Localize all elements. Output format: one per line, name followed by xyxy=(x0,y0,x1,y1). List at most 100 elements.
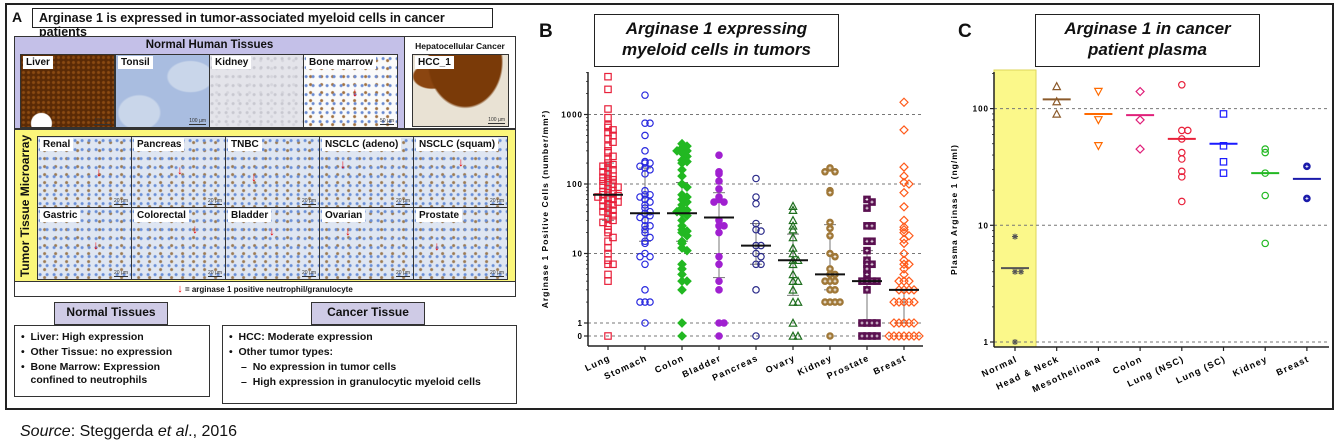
data-point-stomach xyxy=(641,237,649,246)
marker-shape xyxy=(899,187,909,198)
marker-shape xyxy=(899,215,909,226)
marker-shape xyxy=(899,125,909,135)
data-point-lung xyxy=(604,113,612,122)
marker-shape xyxy=(889,318,899,328)
data-point-kidney xyxy=(831,286,839,294)
data-point-stomach xyxy=(641,319,649,327)
normal-tissues-header: Normal Human Tissues xyxy=(145,39,274,51)
marker-shape xyxy=(752,225,760,234)
marker-pattern xyxy=(865,272,869,276)
scale-bar: 20 µm xyxy=(302,270,316,277)
data-point-ovary xyxy=(793,297,803,306)
data-point-breast xyxy=(884,331,894,341)
marker-pattern xyxy=(1305,164,1309,168)
data-point-head-neck xyxy=(1051,108,1062,118)
data-point-lung-nsc- xyxy=(1178,80,1186,89)
marker-shape xyxy=(641,319,649,327)
data-point-breast xyxy=(899,222,909,232)
marker-pattern xyxy=(828,220,832,224)
x-tick-label: Ovary xyxy=(764,353,797,375)
marker-shape xyxy=(788,276,798,285)
marker-shape xyxy=(1178,80,1186,89)
data-point-kidney xyxy=(826,188,834,197)
data-point-prostate xyxy=(858,332,866,340)
marker-pattern xyxy=(860,321,864,325)
data-point-breast xyxy=(1303,162,1311,171)
data-point-lung xyxy=(604,155,612,163)
marker-shape xyxy=(715,252,723,261)
marker-shape xyxy=(884,331,894,341)
tile-label: TNBC xyxy=(228,138,262,151)
marker-shape xyxy=(609,138,617,146)
marker-shape xyxy=(894,276,904,287)
marker-shape xyxy=(682,276,692,287)
data-point-bladder xyxy=(720,222,728,230)
marker-shape xyxy=(715,170,723,178)
data-point-stomach xyxy=(646,190,654,199)
data-point-kidney xyxy=(826,224,834,233)
marker-shape xyxy=(909,297,919,307)
marker-shape xyxy=(604,277,612,285)
data-point-kidney xyxy=(821,298,829,306)
data-point-normal xyxy=(1012,339,1018,345)
data-point-lung-nsc- xyxy=(1184,126,1192,135)
marker-shape xyxy=(715,151,723,159)
marker-pattern xyxy=(875,321,879,325)
tumor-tile-ovarian: Ovarian 20 µm ↓ xyxy=(319,207,414,280)
data-point-kidney xyxy=(821,167,829,176)
marker-pattern xyxy=(870,334,874,338)
marker-shape xyxy=(1135,115,1145,125)
data-point-bladder xyxy=(715,332,723,340)
marker-shape xyxy=(641,298,649,306)
data-point-lung xyxy=(609,152,617,161)
data-point-stomach xyxy=(641,239,649,248)
data-point-stomach xyxy=(641,201,649,209)
marker-pattern xyxy=(865,321,869,325)
data-point-colon xyxy=(1135,115,1145,125)
data-point-lung-nsc- xyxy=(1178,197,1186,206)
marker-shape xyxy=(1051,96,1062,106)
data-point-bladder xyxy=(715,185,723,193)
data-point-lung xyxy=(599,202,607,210)
data-point-stomach xyxy=(641,298,649,306)
normal-tile-kidney: Kidney xyxy=(209,54,304,128)
marker-shape xyxy=(604,188,612,197)
marker-pattern xyxy=(833,170,837,174)
data-point-prostate xyxy=(873,332,881,340)
marker-pattern xyxy=(870,224,874,228)
marker-shape xyxy=(682,245,692,256)
marker-shape xyxy=(677,331,687,341)
marker-shape xyxy=(636,162,644,171)
tumor-tile-renal: Renal 20 µm ↓ xyxy=(37,136,132,208)
data-point-prostate xyxy=(863,270,871,279)
marker-pattern xyxy=(1305,196,1309,200)
data-point-lung xyxy=(604,123,612,132)
data-point-colon xyxy=(1135,86,1145,97)
data-point-mesothelioma xyxy=(1093,87,1104,97)
data-point-breast xyxy=(909,318,919,328)
marker-shape xyxy=(646,207,654,216)
data-point-ovary xyxy=(788,297,798,306)
marker-shape xyxy=(899,177,909,188)
tumor-tile-prostate: Prostate 20 µm ↓ xyxy=(413,207,508,280)
marker-shape xyxy=(1261,148,1270,157)
marker-shape xyxy=(757,227,765,235)
tumor-tile-nsclc-squam-: NSCLC (squam) 20 µm ↓ xyxy=(413,136,508,208)
data-point-breast xyxy=(899,234,909,245)
data-point-ovary xyxy=(788,205,798,214)
data-point-breast xyxy=(899,97,909,108)
marker-shape xyxy=(1135,86,1145,97)
panel-c-title: Arginase 1 in cancer patient plasma xyxy=(1035,14,1260,67)
figure-frame xyxy=(5,3,1334,410)
marker-shape xyxy=(1135,144,1145,154)
data-point-ovary xyxy=(788,201,798,210)
tile-label: Ovarian xyxy=(322,209,366,222)
data-point-colon xyxy=(682,276,692,287)
data-point-lung xyxy=(604,244,612,252)
red-arrow-icon: ↓ xyxy=(251,170,257,184)
panel-c-letter: C xyxy=(958,21,972,42)
data-point-pancreas xyxy=(757,252,765,261)
marker-shape xyxy=(899,97,909,108)
marker-shape xyxy=(793,331,803,340)
